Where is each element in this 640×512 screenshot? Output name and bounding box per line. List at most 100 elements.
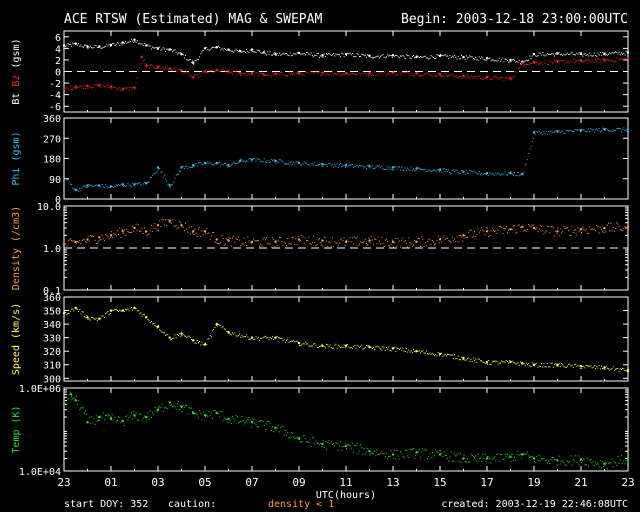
data-point [532, 53, 534, 55]
data-point [264, 53, 266, 55]
data-point [299, 437, 300, 439]
data-point [257, 50, 259, 52]
data-point [566, 227, 568, 229]
data-point [581, 61, 582, 63]
data-point [341, 165, 343, 167]
data-point [624, 463, 626, 465]
data-point [228, 50, 230, 52]
data-point [317, 71, 319, 73]
data-point [83, 44, 85, 46]
data-point [461, 170, 463, 172]
data-point [475, 236, 477, 238]
data-point [549, 131, 551, 133]
data-point [557, 130, 559, 132]
data-point [315, 344, 317, 346]
data-point [232, 50, 234, 52]
data-point [427, 457, 429, 459]
data-point [115, 43, 117, 45]
data-point [579, 229, 581, 231]
data-point [185, 54, 187, 56]
data-point [186, 228, 188, 230]
data-point [150, 48, 152, 50]
data-point [250, 337, 252, 339]
data-point [149, 321, 151, 323]
data-point [499, 78, 501, 80]
data-point [158, 67, 159, 69]
data-point [448, 239, 450, 241]
data-point [588, 465, 590, 467]
data-point [163, 68, 165, 70]
data-point [160, 171, 162, 173]
data-point [437, 351, 439, 353]
data-point [239, 159, 242, 162]
data-point [149, 45, 151, 47]
data-point [100, 187, 102, 189]
data-point [262, 52, 264, 54]
data-point [494, 174, 496, 176]
data-point [247, 336, 249, 338]
data-point [595, 55, 597, 57]
data-point [101, 47, 103, 49]
data-point [86, 316, 89, 319]
data-point [451, 169, 453, 171]
data-point [531, 55, 533, 57]
data-point [316, 442, 318, 444]
data-point [398, 240, 400, 242]
data-point [388, 72, 390, 74]
data-point [455, 56, 457, 58]
data-point [297, 438, 299, 440]
data-point [220, 70, 222, 72]
data-point [138, 182, 140, 184]
data-point [205, 342, 206, 344]
data-point [512, 76, 514, 78]
data-point [109, 234, 113, 237]
data-point [255, 72, 257, 74]
data-point [269, 161, 271, 163]
data-point [316, 243, 318, 245]
data-point [615, 51, 617, 53]
data-point [180, 405, 183, 409]
data-point [541, 363, 543, 365]
data-point [516, 453, 518, 455]
data-point [66, 87, 68, 89]
data-point [267, 421, 269, 423]
data-point [250, 426, 252, 428]
data-point [423, 450, 425, 452]
data-point [120, 42, 122, 44]
data-point [107, 187, 109, 189]
data-point [188, 59, 190, 61]
data-point [364, 347, 366, 349]
data-point [237, 236, 239, 238]
data-point [623, 227, 625, 229]
data-point [477, 358, 479, 360]
data-point [402, 71, 404, 73]
data-point [288, 243, 290, 245]
data-point [491, 361, 493, 363]
data-point [109, 85, 113, 88]
data-point [408, 457, 410, 459]
data-point [93, 236, 95, 238]
data-point [568, 130, 570, 132]
data-point [443, 451, 445, 453]
data-point [362, 166, 364, 168]
data-point [294, 243, 296, 245]
y-axis-label-density: Density (/cm3) [11, 206, 22, 290]
data-point [465, 55, 467, 57]
data-point [506, 453, 508, 455]
data-point [357, 245, 359, 247]
data-point [478, 358, 480, 360]
data-point [86, 187, 88, 189]
data-point [160, 330, 162, 332]
data-point [397, 347, 399, 349]
data-point [174, 49, 176, 51]
data-point [186, 405, 188, 407]
data-point [382, 242, 384, 244]
data-point [548, 63, 550, 65]
data-point [326, 72, 328, 74]
data-point [541, 54, 543, 56]
data-point [239, 72, 241, 74]
data-point [236, 49, 238, 51]
data-point [207, 48, 209, 50]
data-point [459, 235, 461, 237]
data-point [586, 458, 588, 460]
